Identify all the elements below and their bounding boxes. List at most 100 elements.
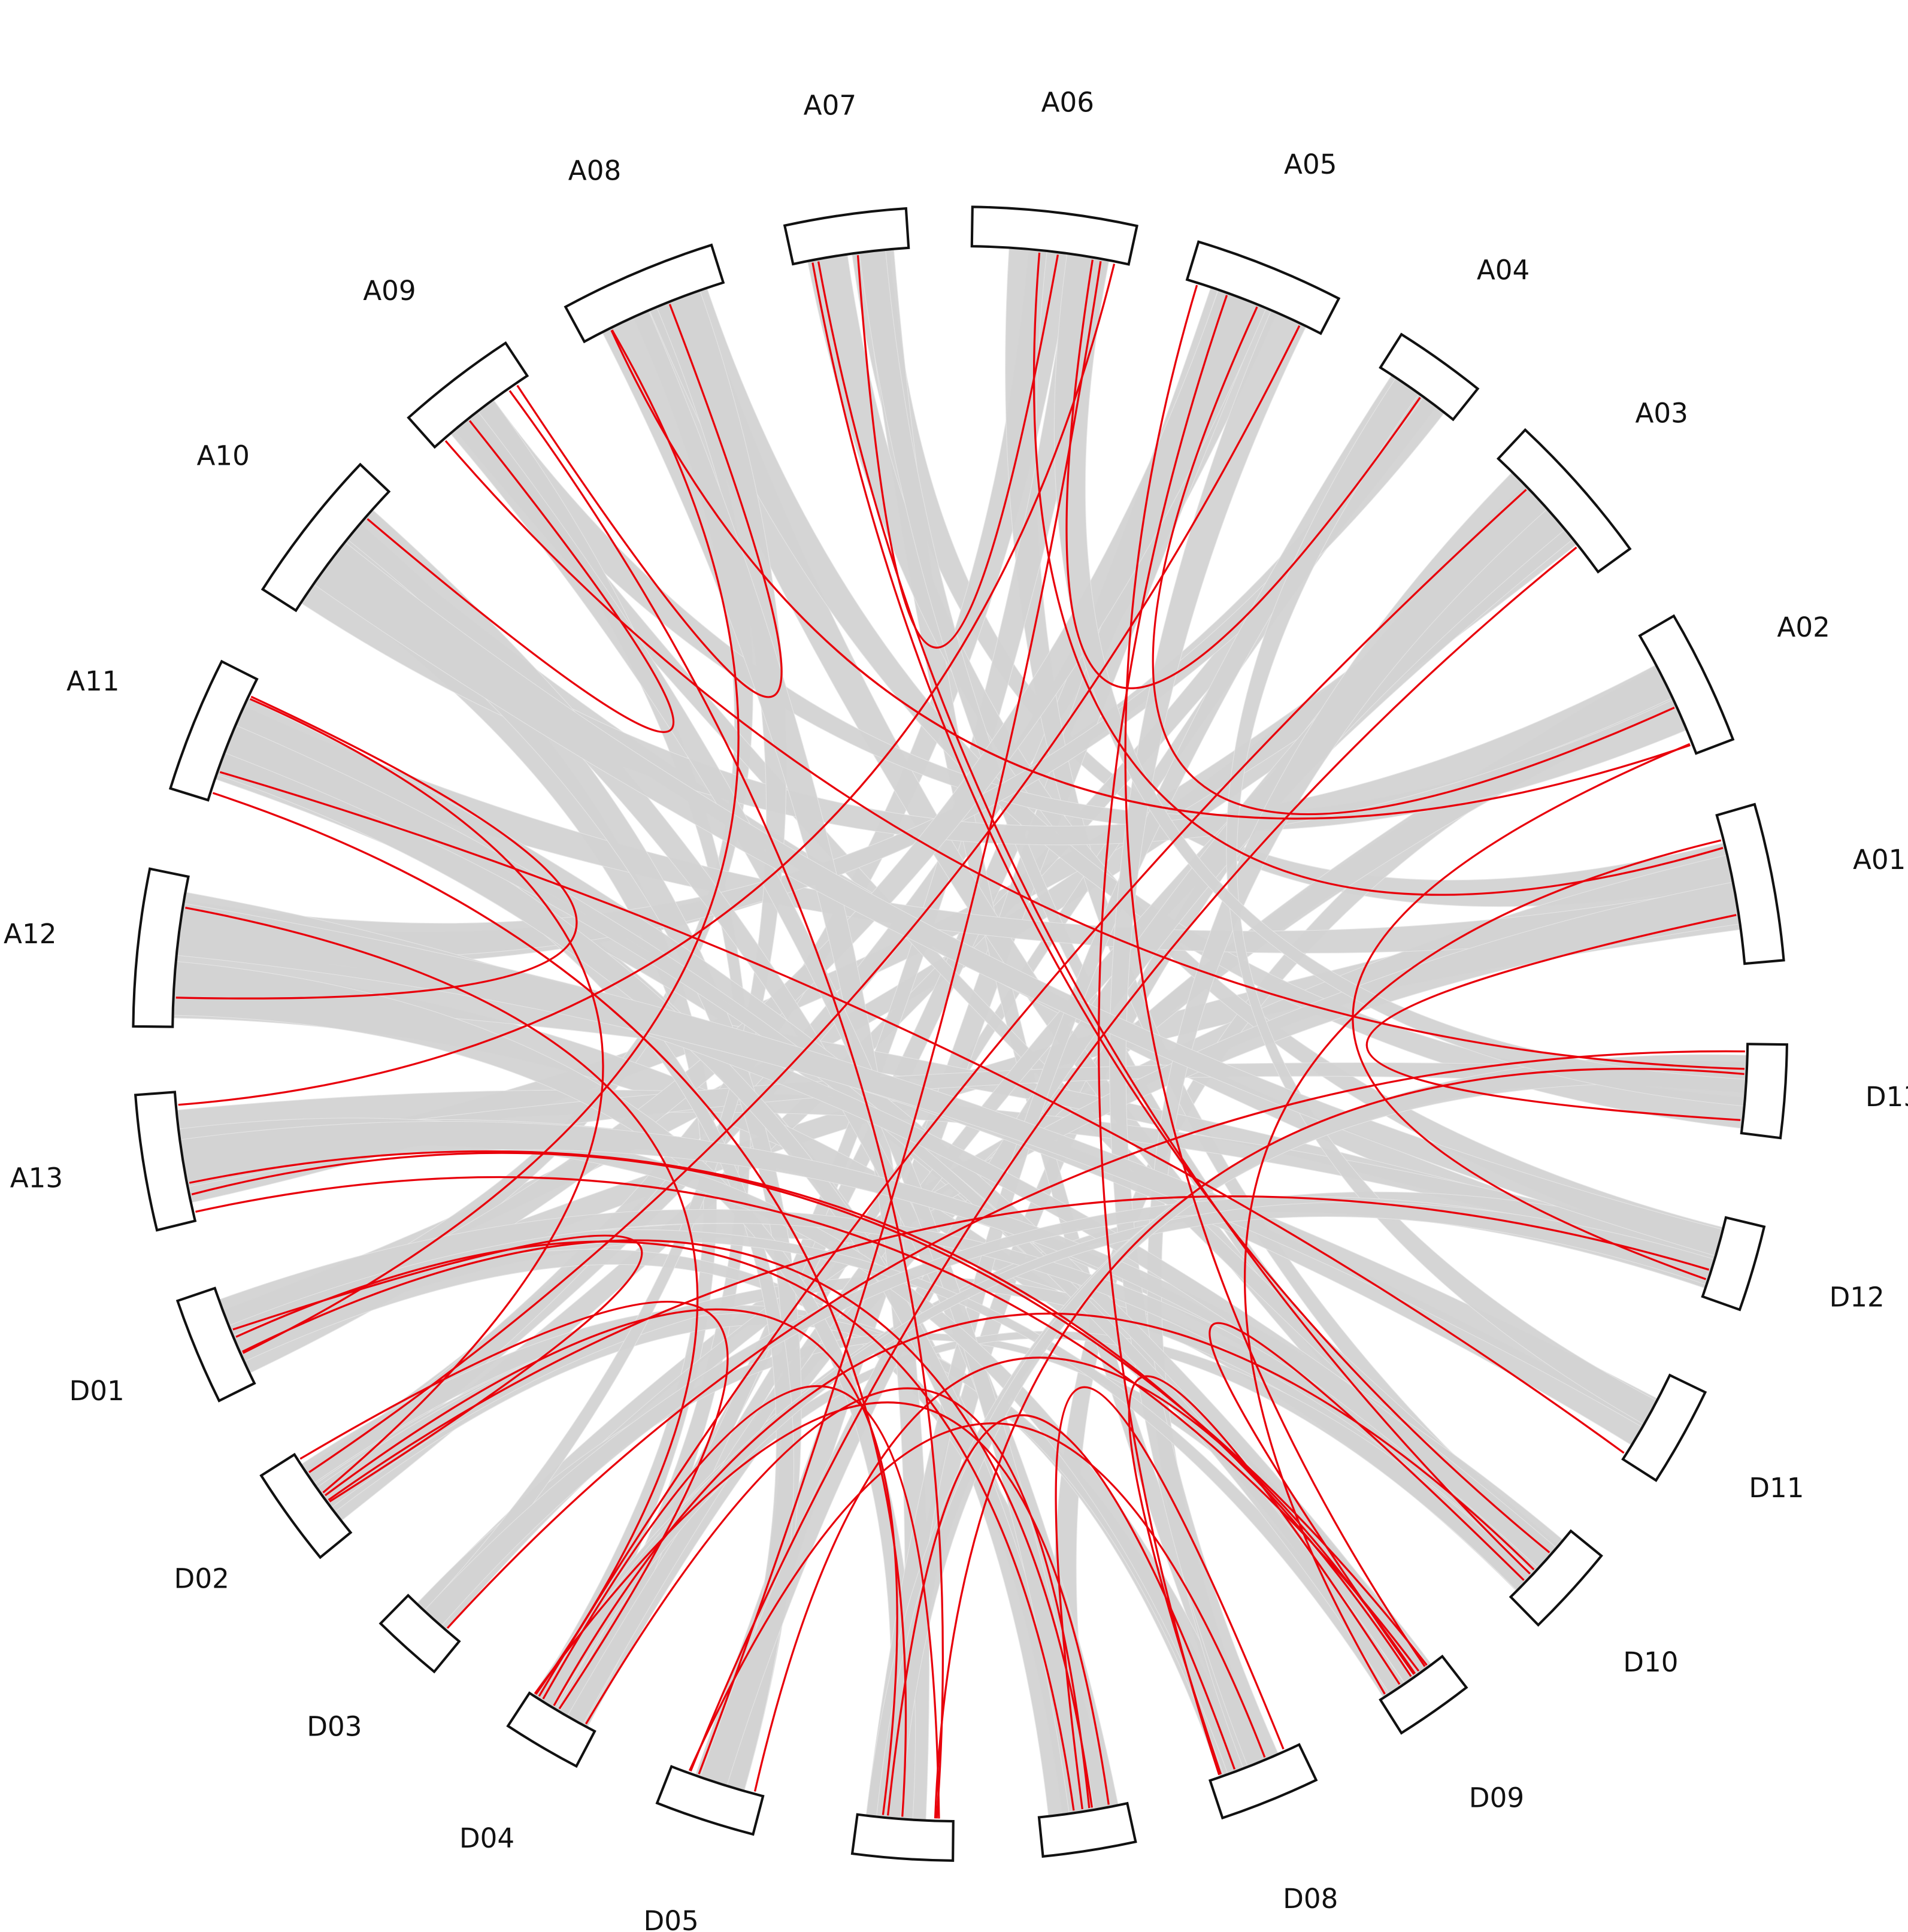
chromosome-label: D08 <box>1283 1883 1338 1915</box>
chromosome-label: D04 <box>459 1822 514 1854</box>
chromosome-label: D05 <box>643 1905 698 1932</box>
red-links <box>175 252 1745 1819</box>
chromosome-box <box>970 205 1138 266</box>
red-link <box>328 1195 1710 1501</box>
ribbons <box>172 247 1748 1821</box>
chromosome-label: A05 <box>1284 149 1337 180</box>
chromosome-box <box>783 207 910 266</box>
red-link <box>189 1150 1412 1677</box>
red-link <box>698 261 1102 1774</box>
red-link <box>243 329 740 1354</box>
red-link <box>934 1068 1745 1819</box>
red-link <box>446 1050 1745 1629</box>
red-link <box>534 1401 1110 1805</box>
red-link <box>367 420 675 733</box>
red-link <box>249 698 604 1494</box>
chromosome-label: D10 <box>1623 1646 1678 1678</box>
red-link <box>689 546 1577 1772</box>
red-link <box>1352 743 1707 1280</box>
chromosome-label: A03 <box>1635 397 1688 429</box>
chromosome-label: A04 <box>1477 255 1530 286</box>
chromosome-box <box>1496 428 1632 574</box>
chromosome-box <box>1037 1801 1137 1858</box>
chromosome-box <box>407 341 529 449</box>
red-link <box>811 262 1550 1554</box>
chromosome-box <box>850 1813 955 1862</box>
red-link <box>1065 259 1421 689</box>
chromosome-box <box>168 659 259 802</box>
chromosome-label: A02 <box>1777 611 1830 643</box>
chromosome-label: A13 <box>10 1162 63 1194</box>
chromosome-box <box>175 1286 256 1403</box>
red-link <box>1243 839 1722 1695</box>
chromosome-box <box>1621 1373 1707 1482</box>
red-link <box>856 255 1059 649</box>
chromosome-box <box>1209 1743 1318 1820</box>
red-link <box>553 1312 1535 1706</box>
red-link <box>175 695 578 1000</box>
chromosome-label: A12 <box>4 918 56 950</box>
chromosome-box <box>564 243 725 344</box>
chromosome-box <box>506 1691 596 1768</box>
chromosome-box <box>259 1452 353 1559</box>
chromosome-box <box>134 1091 197 1232</box>
chromosome-label: D09 <box>1469 1782 1524 1813</box>
red-link <box>219 771 1625 1454</box>
chromosome-label: A06 <box>1041 87 1094 119</box>
red-link <box>1365 914 1741 1121</box>
red-link <box>508 390 944 1819</box>
red-link <box>753 1356 1416 1792</box>
chromosome-box <box>1715 803 1785 965</box>
chromosome-box <box>1509 1529 1603 1627</box>
red-link <box>585 1387 1091 1809</box>
red-link <box>688 1422 1266 1771</box>
chromosome-label: A07 <box>804 90 856 122</box>
red-link <box>817 261 1531 1575</box>
chromosome-label: D11 <box>1749 1472 1804 1504</box>
red-link <box>516 304 783 698</box>
chromosome-box <box>1185 240 1341 335</box>
chromosome-box <box>132 867 190 1028</box>
red-link <box>542 1385 940 1819</box>
chromosome-box <box>1379 1654 1468 1735</box>
red-link <box>232 1234 643 1503</box>
red-link <box>1055 1386 1285 1810</box>
chromosome-box <box>1701 1216 1766 1312</box>
red-link <box>299 1300 729 1710</box>
red-link <box>212 792 907 1817</box>
chromosome-label: D12 <box>1829 1282 1884 1313</box>
red-link <box>1124 284 1426 1667</box>
red-link <box>308 325 1301 1473</box>
chromosome-label: D13 <box>1865 1081 1908 1113</box>
chromosome-boxes <box>132 205 1788 1862</box>
chromosome-box <box>1638 614 1735 755</box>
chromosome-box <box>1740 1043 1788 1140</box>
red-link <box>444 440 1745 1070</box>
chromosome-label: D03 <box>307 1711 362 1743</box>
red-link <box>887 1414 1236 1816</box>
chromosome-label: D01 <box>69 1375 124 1407</box>
red-link <box>191 1152 1428 1666</box>
chromosome-label: D02 <box>174 1563 229 1595</box>
red-link <box>610 329 1691 820</box>
red-link <box>1128 1375 1401 1775</box>
red-link <box>1152 306 1675 816</box>
red-link <box>185 906 699 1695</box>
chromosome-box <box>655 1764 765 1836</box>
chromosome-label: A11 <box>66 665 119 697</box>
chromosome-label: A01 <box>1853 844 1906 876</box>
red-link <box>241 1239 1093 1808</box>
red-link <box>1209 1322 1525 1675</box>
red-link <box>1098 295 1228 1776</box>
red-link <box>325 1308 898 1815</box>
chromosome-labels: A01 A02 A03 A04 A05 A06 A07 A08 A09 A10 A11 A12 A13 D… <box>4 87 1908 1932</box>
chromosome-box <box>378 1594 461 1674</box>
chromosome-label: A08 <box>568 155 621 186</box>
chromosome-box <box>261 462 391 613</box>
chromosome-label: A10 <box>196 440 249 472</box>
red-link <box>538 489 1527 1697</box>
chromosome-box <box>1379 332 1480 422</box>
chromosome-label: A09 <box>363 275 416 307</box>
